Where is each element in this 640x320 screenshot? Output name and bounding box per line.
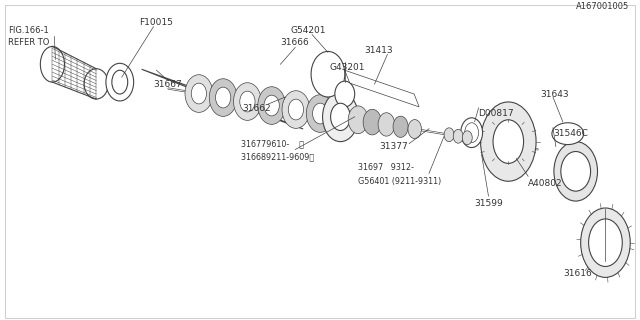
Text: G54201: G54201: [291, 26, 326, 35]
Ellipse shape: [444, 128, 454, 142]
Ellipse shape: [453, 129, 463, 143]
Ellipse shape: [191, 83, 207, 104]
Text: A40802: A40802: [528, 179, 563, 188]
Text: 31668 9211-9609〉: 31668 9211-9609〉: [241, 152, 314, 161]
Text: 31666: 31666: [280, 38, 309, 47]
Ellipse shape: [461, 118, 483, 148]
Ellipse shape: [40, 46, 65, 82]
Ellipse shape: [240, 91, 255, 112]
Ellipse shape: [264, 95, 279, 116]
Ellipse shape: [84, 69, 108, 99]
Ellipse shape: [282, 91, 310, 128]
Text: G56401 (9211-9311): G56401 (9211-9311): [358, 177, 441, 186]
Text: 31662: 31662: [243, 104, 271, 113]
Ellipse shape: [552, 123, 584, 145]
Ellipse shape: [378, 113, 395, 136]
Text: REFER TO: REFER TO: [8, 38, 49, 47]
Ellipse shape: [258, 87, 285, 124]
Ellipse shape: [288, 99, 303, 120]
Ellipse shape: [393, 116, 408, 137]
Text: 31599: 31599: [474, 198, 503, 208]
Text: 31667: 31667: [154, 80, 182, 89]
Ellipse shape: [363, 109, 381, 135]
Text: G43201: G43201: [330, 63, 365, 72]
Text: 31643: 31643: [540, 90, 569, 99]
Text: 31677 9610-    〉: 31677 9610- 〉: [241, 139, 304, 148]
Ellipse shape: [408, 120, 422, 139]
Ellipse shape: [185, 75, 212, 112]
Text: F10015: F10015: [140, 18, 173, 27]
Text: D00817: D00817: [479, 109, 514, 118]
Ellipse shape: [554, 141, 598, 201]
Ellipse shape: [323, 92, 358, 142]
Text: 31413: 31413: [365, 46, 393, 55]
Ellipse shape: [348, 106, 368, 134]
Ellipse shape: [216, 87, 231, 108]
Ellipse shape: [493, 120, 524, 164]
Ellipse shape: [580, 208, 630, 277]
Ellipse shape: [465, 123, 479, 143]
Ellipse shape: [307, 95, 334, 132]
Text: A167001005: A167001005: [576, 2, 629, 11]
Ellipse shape: [331, 99, 358, 136]
Text: 31616: 31616: [563, 269, 592, 278]
Text: 31377: 31377: [380, 142, 408, 151]
Ellipse shape: [462, 131, 472, 145]
Ellipse shape: [337, 107, 352, 128]
Text: FIG.166-1: FIG.166-1: [8, 26, 49, 35]
Ellipse shape: [106, 63, 134, 101]
Ellipse shape: [234, 83, 261, 120]
Ellipse shape: [589, 219, 622, 267]
Ellipse shape: [561, 151, 591, 191]
Ellipse shape: [209, 79, 237, 116]
Text: 31546C: 31546C: [553, 129, 588, 138]
Ellipse shape: [311, 52, 345, 97]
Ellipse shape: [312, 103, 328, 124]
Ellipse shape: [331, 103, 350, 131]
Ellipse shape: [112, 70, 128, 94]
Text: 31697    9312-: 31697 9312-: [358, 163, 413, 172]
Ellipse shape: [481, 102, 536, 181]
Ellipse shape: [335, 81, 355, 107]
